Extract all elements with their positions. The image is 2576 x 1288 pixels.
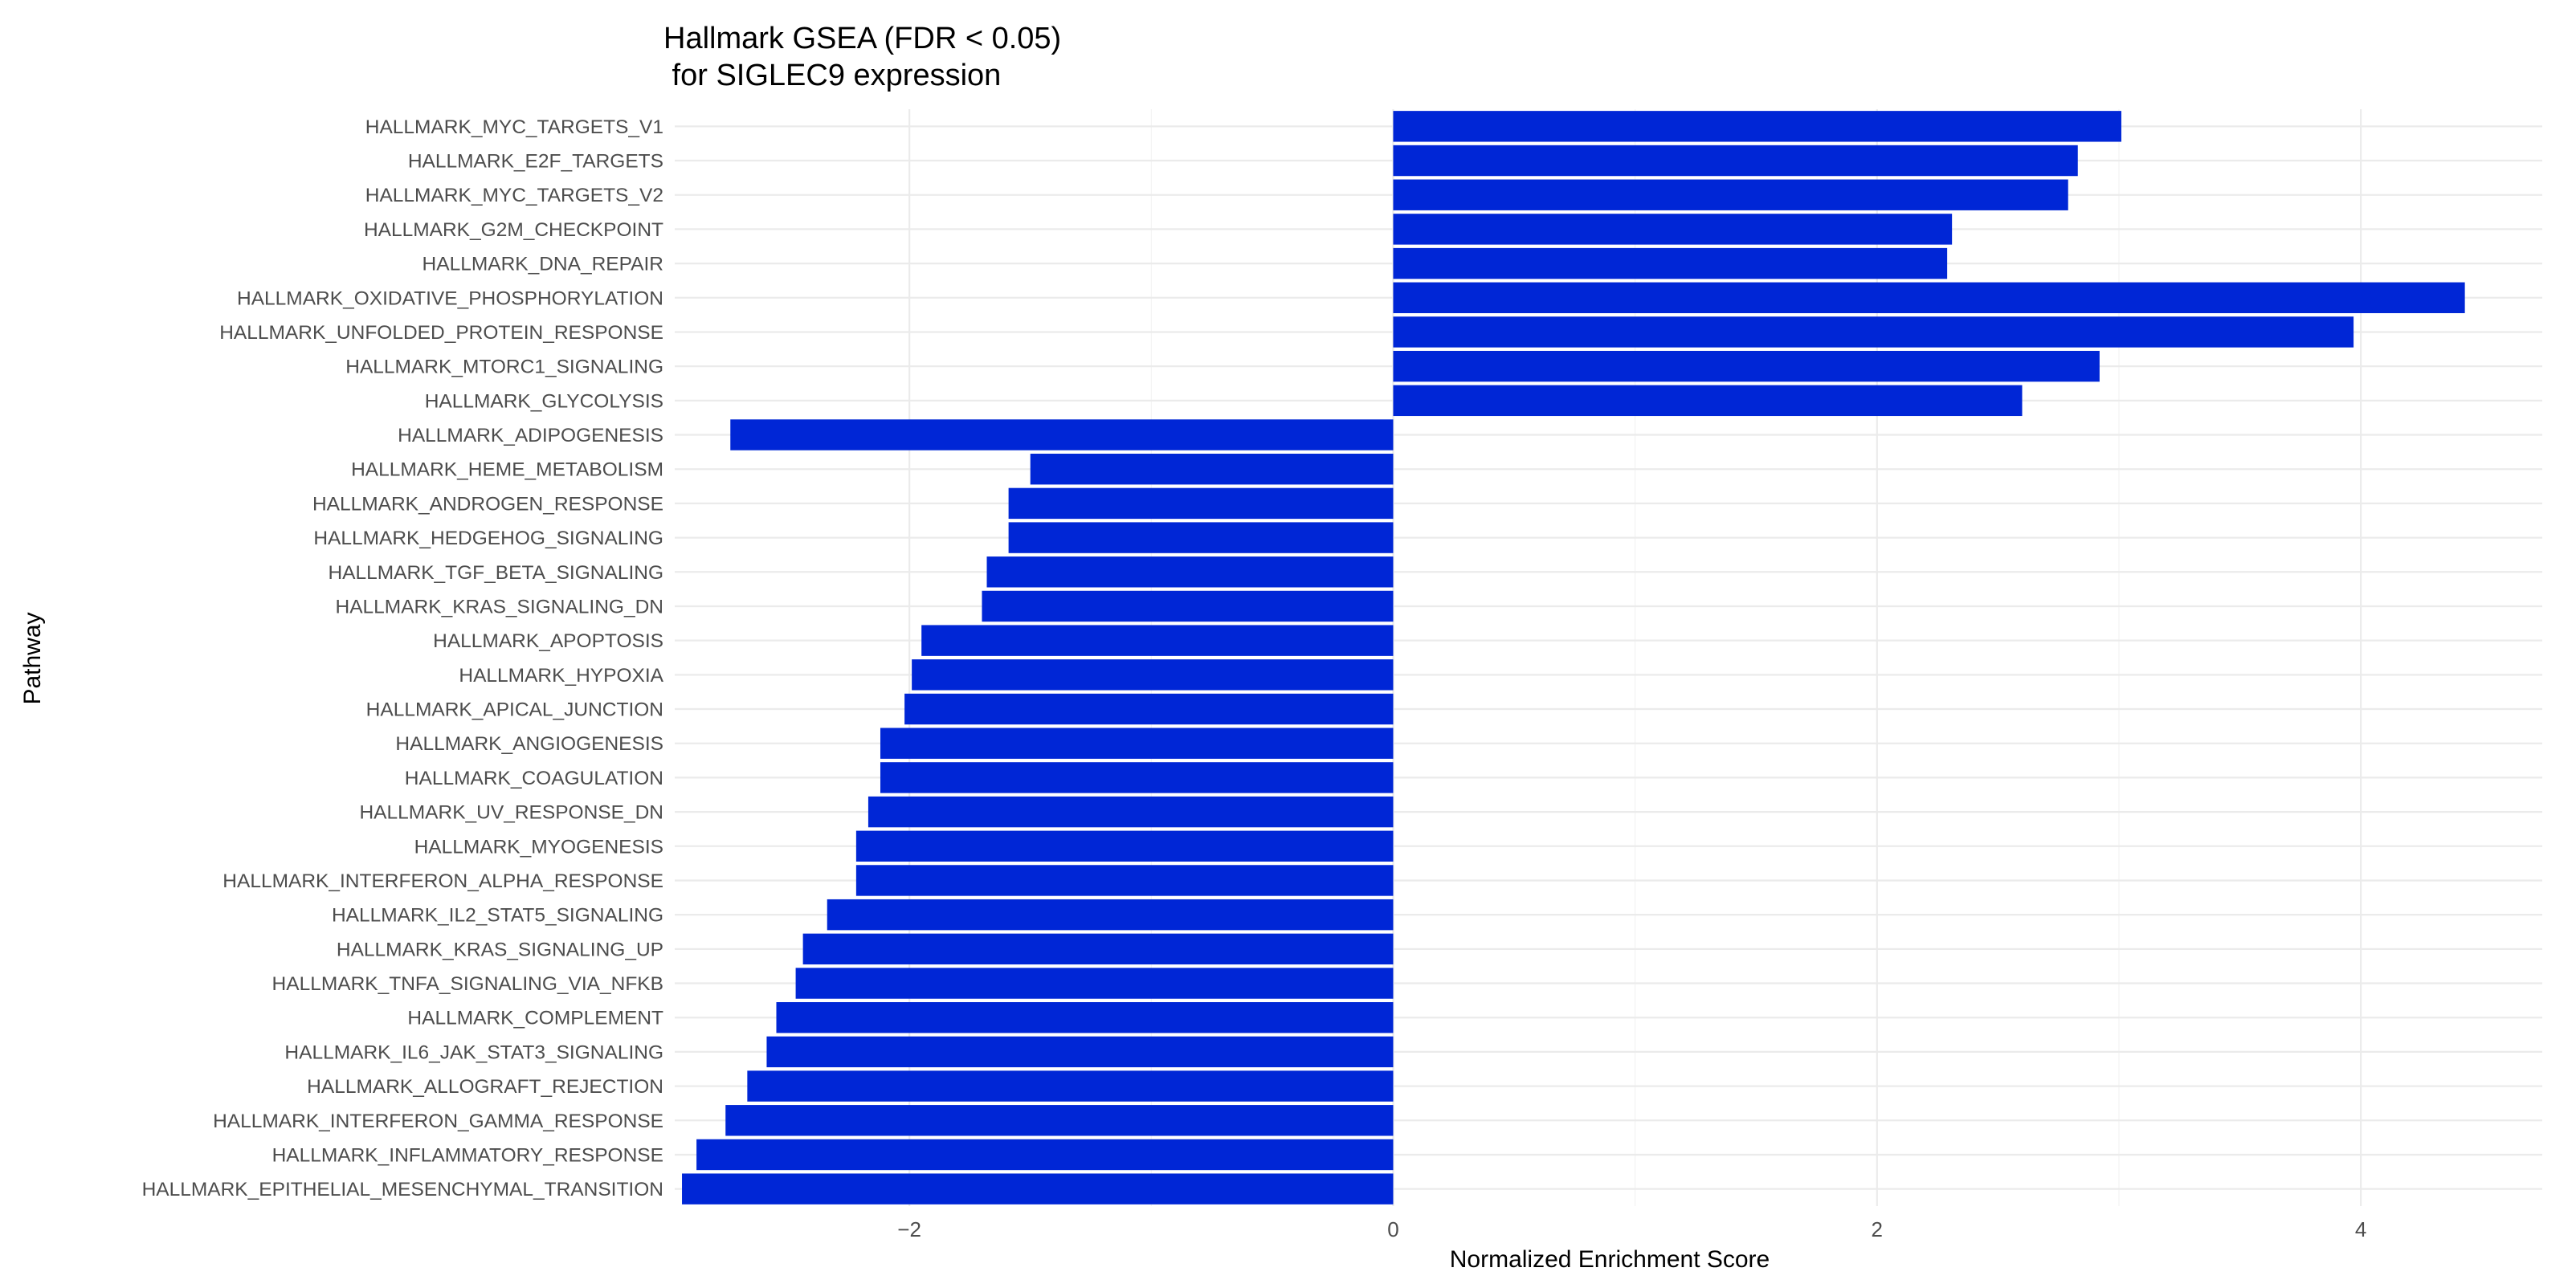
y-axis-title: Pathway (19, 612, 46, 704)
bar-hallmark-interferon-alpha-response (855, 865, 1394, 896)
bar-hallmark-unfolded-protein-response (1393, 316, 2354, 348)
y-tick-label: HALLMARK_INFLAMMATORY_RESPONSE (272, 1144, 663, 1166)
y-tick-label: HALLMARK_EPITHELIAL_MESENCHYMAL_TRANSITI… (142, 1179, 663, 1200)
bar-hallmark-mtorc1-signaling (1393, 350, 2100, 382)
bar-hallmark-kras-signaling-up (802, 933, 1394, 965)
bar-hallmark-dna-repair (1393, 247, 1948, 279)
y-tick-label: HALLMARK_GLYCOLYSIS (425, 390, 663, 412)
chart-title: Hallmark GSEA (FDR < 0.05) (663, 22, 1061, 55)
y-tick-labels: HALLMARK_MYC_TARGETS_V1 HALLMARK_E2F_TARG… (142, 116, 664, 1200)
y-tick-label: HALLMARK_E2F_TARGETS (408, 151, 663, 173)
y-tick-label: HALLMARK_ADIPOGENESIS (398, 425, 663, 446)
bar-hallmark-angiogenesis (880, 728, 1394, 759)
y-tick-label: HALLMARK_HEDGEHOG_SIGNALING (313, 528, 663, 549)
y-tick-label: HALLMARK_MYC_TARGETS_V1 (365, 116, 663, 138)
y-tick-label: HALLMARK_DNA_REPAIR (423, 254, 663, 275)
bar-hallmark-g2m-checkpoint (1393, 214, 1953, 245)
y-tick-label: HALLMARK_HEME_METABOLISM (351, 459, 663, 481)
y-tick-label: HALLMARK_ALLOGRAFT_REJECTION (307, 1076, 663, 1098)
y-tick-label: HALLMARK_G2M_CHECKPOINT (364, 219, 663, 241)
y-tick-label: HALLMARK_TGF_BETA_SIGNALING (328, 562, 663, 584)
bar-hallmark-tgf-beta-signaling (986, 556, 1394, 588)
bar-hallmark-adipogenesis (730, 419, 1394, 450)
x-tick-labels: −2 0 2 4 (897, 1217, 2366, 1241)
x-axis-title: Normalized Enrichment Score (1450, 1246, 1770, 1273)
x-tick-label: −2 (897, 1217, 921, 1241)
bar-hallmark-il6-jak-stat3-signaling (766, 1036, 1394, 1068)
bar-hallmark-inflammatory-response (696, 1139, 1394, 1171)
bar-hallmark-tnfa-signaling-via-nfkb (795, 968, 1394, 999)
y-tick-label: HALLMARK_MTORC1_SIGNALING (345, 357, 663, 378)
bar-hallmark-interferon-gamma-response (725, 1105, 1394, 1136)
y-tick-label: HALLMARK_ANGIOGENESIS (395, 733, 663, 755)
y-tick-label: HALLMARK_IL6_JAK_STAT3_SIGNALING (284, 1041, 663, 1063)
bar-hallmark-hedgehog-signaling (1008, 522, 1394, 553)
bar-hallmark-heme-metabolism (1030, 454, 1394, 485)
y-tick-label: HALLMARK_INTERFERON_ALPHA_RESPONSE (222, 870, 663, 892)
bar-hallmark-myc-targets-v2 (1393, 179, 2068, 210)
y-tick-label: HALLMARK_APOPTOSIS (433, 630, 663, 652)
bars (682, 111, 2465, 1204)
y-tick-label: HALLMARK_MYC_TARGETS_V2 (365, 185, 663, 206)
y-tick-label: HALLMARK_APICAL_JUNCTION (366, 699, 663, 721)
y-tick-label: HALLMARK_KRAS_SIGNALING_UP (337, 939, 663, 960)
y-tick-label: HALLMARK_TNFA_SIGNALING_VIA_NFKB (272, 973, 663, 995)
y-tick-label: HALLMARK_UNFOLDED_PROTEIN_RESPONSE (219, 322, 663, 344)
y-tick-label: HALLMARK_UV_RESPONSE_DN (359, 802, 663, 824)
y-tick-label: HALLMARK_OXIDATIVE_PHOSPHORYLATION (237, 287, 663, 309)
y-tick-label: HALLMARK_MYOGENESIS (414, 836, 663, 858)
bar-hallmark-coagulation (880, 762, 1394, 793)
chart-subtitle: for SIGLEC9 expression (663, 59, 1001, 92)
y-tick-label: HALLMARK_COAGULATION (405, 768, 663, 789)
bar-hallmark-apoptosis (921, 625, 1394, 656)
bar-hallmark-il2-stat5-signaling (827, 899, 1394, 931)
bar-hallmark-oxidative-phosphorylation (1393, 282, 2465, 313)
y-tick-label: HALLMARK_IL2_STAT5_SIGNALING (332, 905, 663, 927)
y-tick-label: HALLMARK_ANDROGEN_RESPONSE (312, 493, 663, 515)
bar-hallmark-myogenesis (855, 830, 1394, 862)
y-tick-label: HALLMARK_COMPLEMENT (407, 1008, 663, 1029)
x-tick-label: 0 (1387, 1217, 1398, 1241)
x-tick-label: 4 (2355, 1217, 2366, 1241)
bar-hallmark-complement (776, 1002, 1394, 1033)
bar-hallmark-uv-response-dn (868, 796, 1394, 828)
bar-hallmark-e2f-targets (1393, 145, 2078, 177)
bar-hallmark-epithelial-mesenchymal-transition (682, 1173, 1394, 1204)
y-tick-label: HALLMARK_KRAS_SIGNALING_DN (336, 596, 663, 618)
bar-hallmark-apical-junction (904, 693, 1394, 725)
bar-hallmark-allograft-rejection (747, 1070, 1394, 1102)
bar-hallmark-androgen-response (1008, 487, 1394, 520)
bar-hallmark-glycolysis (1393, 385, 2023, 417)
bar-hallmark-myc-targets-v1 (1393, 111, 2121, 142)
y-tick-label: HALLMARK_HYPOXIA (459, 665, 663, 687)
bar-hallmark-hypoxia (912, 659, 1394, 691)
bar-hallmark-kras-signaling-dn (982, 590, 1394, 622)
y-tick-label: HALLMARK_INTERFERON_GAMMA_RESPONSE (213, 1111, 663, 1132)
x-tick-label: 2 (1872, 1217, 1883, 1241)
